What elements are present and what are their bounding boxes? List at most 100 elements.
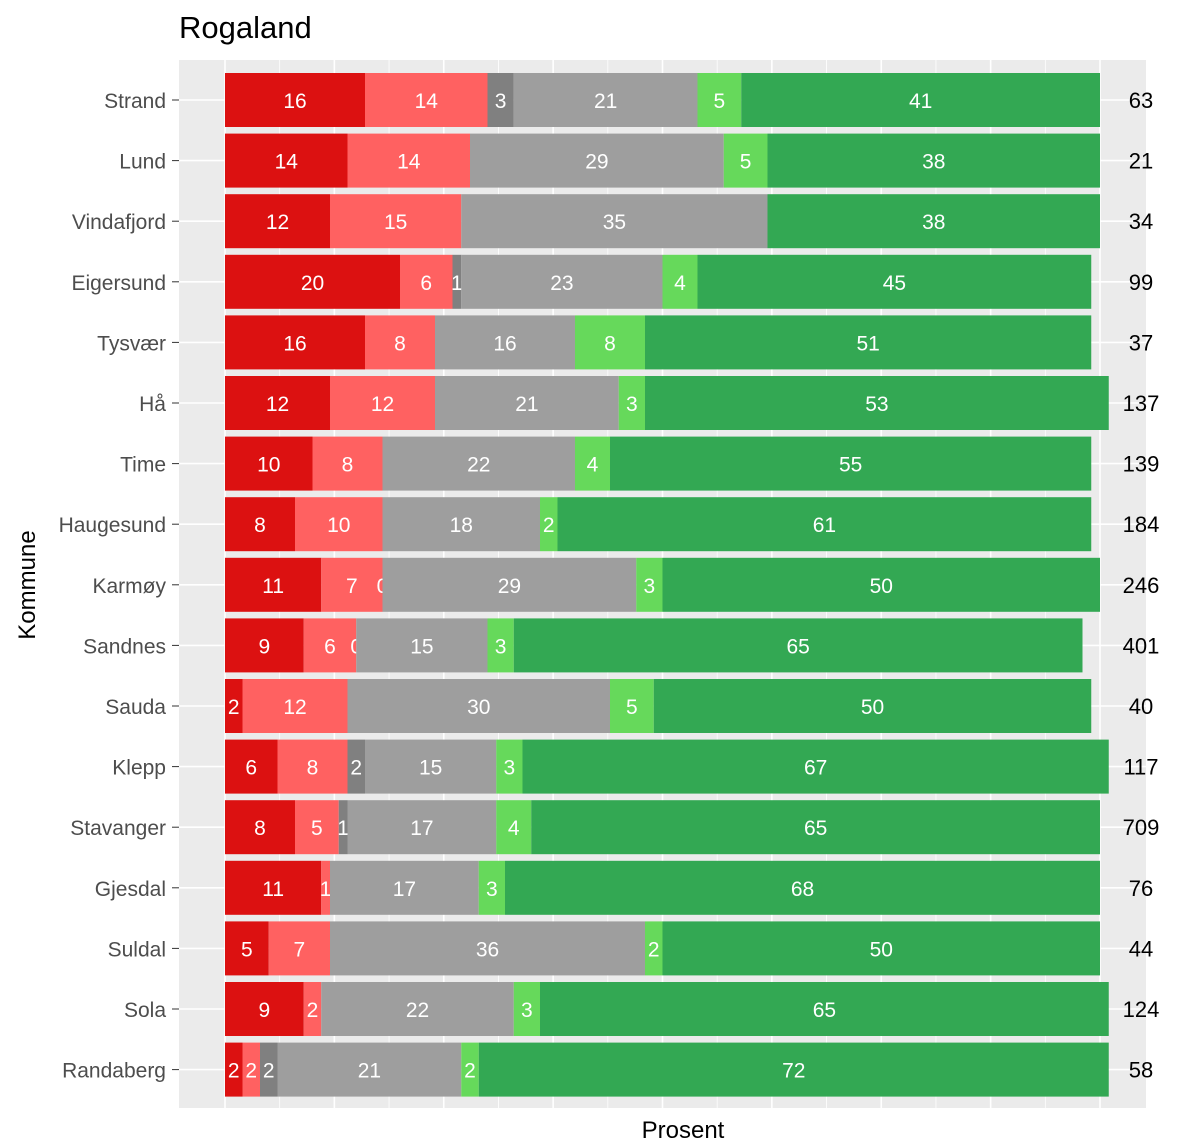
bar-segment [662, 921, 1100, 976]
bar-segment [478, 1042, 1109, 1097]
bar-segment [303, 618, 357, 673]
bar-segment [557, 497, 1092, 552]
y-tick-label: Strand [104, 90, 166, 113]
row-total: 37 [1129, 330, 1153, 355]
bar-segment [347, 739, 365, 794]
y-tick-label: Lund [119, 151, 166, 174]
bar-segment [645, 376, 1109, 430]
bar-segment [295, 800, 339, 855]
segment-label: 2 [464, 1060, 476, 1083]
segment-label: 8 [394, 332, 406, 355]
bar-segment [225, 497, 295, 552]
segment-label: 14 [397, 151, 421, 174]
segment-label: 35 [603, 211, 626, 234]
bar-segment [225, 254, 400, 309]
bar-segment [767, 194, 1100, 249]
segment-label: 11 [262, 575, 284, 598]
bar-segment [225, 73, 365, 127]
bar-segment [330, 860, 479, 915]
bar-segment [697, 254, 1092, 309]
bar-segment [321, 860, 330, 915]
bar-segment [365, 739, 497, 794]
segment-label: 6 [420, 272, 432, 295]
segment-label: 29 [585, 151, 608, 174]
bar-segment [225, 739, 278, 794]
segment-label: 8 [342, 454, 354, 477]
bar-segment [225, 618, 304, 673]
bar-segment [540, 982, 1109, 1036]
bar-segment [338, 800, 348, 855]
y-tick-label: Suldal [108, 938, 166, 961]
bar-segment [365, 73, 488, 127]
segment-label: 7 [294, 938, 306, 961]
bar-segment [645, 921, 663, 976]
bar-segment [618, 376, 645, 430]
y-tick-label: Hå [139, 393, 166, 416]
bar-segment [461, 194, 768, 249]
bar-segment [575, 315, 645, 370]
y-tick-label: Sandnes [83, 635, 166, 658]
segment-label: 20 [301, 272, 324, 295]
bar-segment [260, 1042, 278, 1097]
bar-segment [478, 860, 505, 915]
bar-segment [242, 1042, 260, 1097]
bar-segment [487, 618, 514, 673]
bar-segment [277, 739, 348, 794]
segment-label: 61 [813, 514, 836, 537]
row-total: 58 [1129, 1058, 1153, 1083]
bar-segment [435, 315, 575, 370]
bar-segment [662, 557, 1100, 612]
segment-label: 21 [594, 90, 617, 113]
segment-label: 1 [320, 878, 332, 901]
segment-label: 5 [740, 151, 752, 174]
bar-segment [268, 921, 330, 976]
segment-label: 18 [450, 514, 473, 537]
segment-label: 17 [393, 878, 416, 901]
bar-segment [487, 73, 514, 127]
row-total: 139 [1123, 452, 1160, 477]
segment-label: 14 [275, 151, 299, 174]
bar-segment [225, 133, 348, 188]
segment-label: 8 [254, 514, 266, 537]
bar-segment [767, 133, 1100, 188]
segment-label: 12 [266, 211, 289, 234]
row-total: 99 [1129, 270, 1153, 295]
segment-label: 7 [346, 575, 358, 598]
row-total: 21 [1129, 149, 1153, 174]
y-tick-label: Stavanger [70, 817, 166, 840]
bar-segment [540, 497, 558, 552]
segment-label: 5 [714, 90, 726, 113]
bar-segment [242, 679, 348, 733]
segment-label: 14 [415, 90, 439, 113]
row-total: 124 [1123, 997, 1160, 1022]
segment-label: 8 [307, 757, 319, 780]
bar-segment [225, 557, 322, 612]
segment-label: 55 [839, 454, 862, 477]
segment-label: 8 [604, 332, 616, 355]
bar-segment [400, 254, 453, 309]
bar-segment [225, 436, 313, 491]
segment-label: 16 [283, 332, 306, 355]
segment-label: 68 [791, 878, 814, 901]
bar-segment [330, 376, 435, 430]
segment-label: 30 [467, 696, 490, 719]
segment-label: 5 [241, 938, 253, 961]
segment-label: 50 [861, 696, 884, 719]
y-tick-label: Klepp [112, 757, 166, 780]
segment-label: 6 [245, 757, 257, 780]
bar-segment [295, 497, 383, 552]
segment-label: 5 [311, 817, 323, 840]
segment-label: 53 [865, 393, 888, 416]
bar-segment [347, 133, 470, 188]
segment-label: 65 [804, 817, 827, 840]
segment-label: 12 [266, 393, 289, 416]
segment-label: 3 [495, 635, 507, 658]
bar-segment [496, 739, 523, 794]
row-total: 76 [1129, 876, 1153, 901]
y-tick-label: Tysvær [97, 332, 166, 355]
segment-label: 8 [254, 817, 266, 840]
segment-label: 22 [406, 999, 429, 1022]
row-total: 63 [1129, 88, 1153, 113]
segment-label: 2 [648, 938, 660, 961]
